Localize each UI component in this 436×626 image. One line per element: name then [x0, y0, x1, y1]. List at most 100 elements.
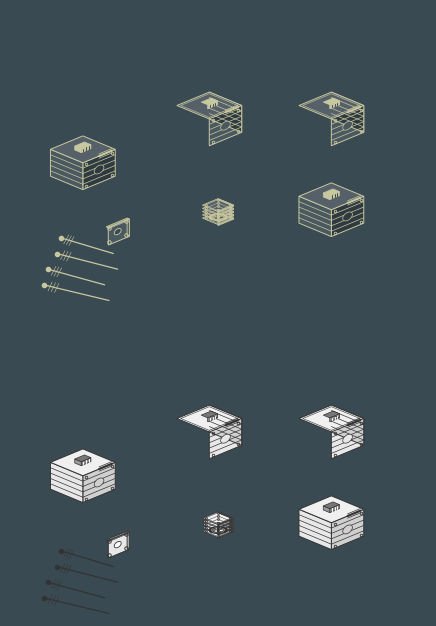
- Polygon shape: [330, 505, 340, 513]
- Polygon shape: [218, 202, 234, 210]
- Polygon shape: [202, 202, 234, 215]
- Polygon shape: [212, 528, 224, 533]
- Polygon shape: [209, 92, 242, 132]
- Polygon shape: [331, 197, 364, 237]
- Polygon shape: [330, 101, 340, 109]
- Polygon shape: [218, 515, 234, 523]
- Polygon shape: [114, 228, 121, 235]
- Polygon shape: [218, 208, 234, 216]
- Polygon shape: [331, 92, 364, 132]
- Polygon shape: [202, 515, 234, 528]
- Polygon shape: [212, 215, 224, 220]
- Polygon shape: [221, 434, 230, 443]
- Polygon shape: [221, 121, 230, 130]
- Polygon shape: [331, 106, 364, 146]
- Polygon shape: [83, 463, 115, 503]
- Polygon shape: [330, 192, 340, 200]
- Polygon shape: [202, 198, 234, 212]
- Polygon shape: [218, 511, 234, 519]
- Polygon shape: [83, 150, 115, 190]
- Polygon shape: [209, 213, 227, 221]
- Polygon shape: [218, 218, 234, 225]
- Polygon shape: [106, 531, 129, 541]
- Polygon shape: [299, 92, 364, 119]
- Polygon shape: [213, 216, 216, 217]
- Polygon shape: [323, 506, 330, 513]
- Polygon shape: [127, 531, 129, 550]
- Polygon shape: [323, 98, 340, 105]
- Polygon shape: [75, 459, 81, 466]
- Polygon shape: [208, 414, 218, 422]
- Polygon shape: [299, 183, 364, 210]
- Polygon shape: [218, 531, 234, 538]
- Polygon shape: [218, 521, 234, 529]
- Polygon shape: [202, 205, 234, 218]
- Polygon shape: [218, 218, 221, 219]
- Polygon shape: [217, 217, 219, 218]
- Polygon shape: [208, 101, 218, 109]
- Polygon shape: [209, 526, 227, 534]
- Polygon shape: [299, 510, 331, 550]
- Polygon shape: [219, 215, 222, 217]
- Polygon shape: [299, 405, 364, 432]
- Polygon shape: [333, 98, 340, 105]
- Polygon shape: [343, 434, 352, 443]
- Polygon shape: [323, 502, 340, 508]
- Polygon shape: [51, 150, 83, 190]
- Polygon shape: [218, 528, 234, 535]
- Polygon shape: [209, 106, 242, 146]
- Polygon shape: [217, 530, 219, 531]
- Polygon shape: [108, 219, 129, 245]
- Polygon shape: [81, 145, 91, 153]
- Polygon shape: [218, 208, 234, 216]
- Polygon shape: [330, 414, 340, 422]
- Polygon shape: [127, 218, 129, 237]
- Polygon shape: [218, 205, 234, 213]
- Polygon shape: [218, 525, 234, 532]
- Polygon shape: [218, 531, 221, 532]
- Polygon shape: [75, 146, 81, 153]
- Polygon shape: [202, 525, 234, 538]
- Polygon shape: [51, 449, 115, 476]
- Polygon shape: [211, 98, 218, 105]
- Polygon shape: [218, 518, 234, 526]
- Polygon shape: [202, 518, 234, 531]
- Polygon shape: [94, 165, 104, 174]
- Polygon shape: [323, 189, 340, 195]
- Polygon shape: [299, 496, 364, 523]
- Polygon shape: [218, 521, 234, 529]
- Polygon shape: [51, 136, 115, 163]
- Polygon shape: [177, 405, 242, 432]
- Polygon shape: [331, 405, 364, 445]
- Polygon shape: [202, 208, 234, 222]
- Polygon shape: [202, 212, 234, 225]
- Polygon shape: [218, 198, 234, 206]
- Polygon shape: [209, 419, 242, 459]
- Polygon shape: [343, 121, 352, 130]
- Polygon shape: [209, 405, 242, 445]
- Polygon shape: [201, 411, 218, 418]
- Polygon shape: [211, 411, 218, 418]
- Polygon shape: [218, 212, 234, 219]
- Polygon shape: [177, 92, 242, 119]
- Polygon shape: [75, 142, 91, 148]
- Polygon shape: [202, 521, 234, 535]
- Polygon shape: [108, 532, 129, 558]
- Polygon shape: [323, 193, 330, 200]
- Polygon shape: [218, 518, 234, 526]
- Polygon shape: [201, 98, 218, 105]
- Polygon shape: [343, 525, 352, 534]
- Polygon shape: [323, 411, 340, 418]
- Polygon shape: [94, 478, 104, 487]
- Polygon shape: [219, 528, 222, 530]
- Polygon shape: [218, 205, 234, 213]
- Polygon shape: [331, 419, 364, 459]
- Polygon shape: [218, 525, 234, 532]
- Polygon shape: [202, 511, 234, 525]
- Polygon shape: [218, 215, 234, 222]
- Polygon shape: [106, 218, 129, 228]
- Polygon shape: [213, 529, 216, 530]
- Polygon shape: [114, 541, 121, 548]
- Polygon shape: [343, 212, 352, 221]
- Polygon shape: [81, 458, 91, 466]
